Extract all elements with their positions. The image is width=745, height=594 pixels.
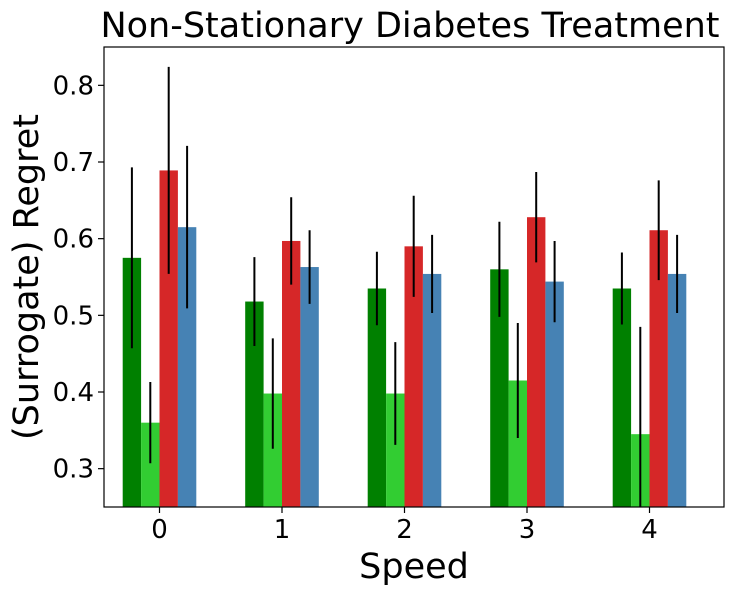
x-axis: 0 1 2 3 4 (151, 507, 658, 545)
x-tick-label: 4 (641, 515, 658, 545)
error-bars-layer (130, 66, 679, 507)
bar-series-1-cat-0 (122, 257, 142, 507)
bar-series-4-cat-4 (667, 273, 687, 507)
bar-series-4-cat-3 (545, 281, 564, 507)
x-tick-label: 2 (396, 515, 413, 545)
bar-series-1-cat-2 (367, 288, 387, 507)
y-tick-label: 0.7 (53, 148, 94, 178)
bar-series-3-cat-4 (649, 230, 668, 507)
y-tick-label: 0.6 (53, 225, 94, 255)
bars-layer (122, 170, 687, 508)
bar-series-3-cat-3 (527, 217, 546, 507)
bar-series-2-cat-0 (141, 422, 160, 507)
bar-series-4-cat-0 (177, 227, 197, 507)
bar-series-1-cat-1 (245, 301, 264, 507)
x-tick-label: 1 (274, 515, 291, 545)
bar-series-1-cat-3 (490, 269, 509, 507)
y-axis: 0.3 0.4 0.5 0.6 0.7 0.8 (53, 71, 104, 485)
bar-series-3-cat-1 (282, 240, 301, 507)
bar-series-2-cat-2 (386, 393, 405, 507)
bar-series-4-cat-1 (300, 267, 319, 507)
y-tick-label: 0.8 (53, 71, 94, 101)
bar-series-2-cat-3 (508, 380, 527, 507)
chart-title: Non-Stationary Diabetes Treatment (100, 6, 719, 46)
bar-series-2-cat-1 (263, 393, 282, 507)
plot-frame (103, 46, 725, 508)
y-tick-label: 0.5 (53, 301, 94, 331)
y-tick-label: 0.4 (53, 378, 94, 408)
x-tick-label: 0 (151, 515, 168, 545)
bar-series-3-cat-0 (159, 170, 178, 507)
y-tick-label: 0.3 (53, 455, 94, 485)
x-axis-label: Speed (359, 547, 469, 587)
bar-series-1-cat-4 (612, 288, 632, 507)
x-tick-label: 3 (519, 515, 536, 545)
bar-series-4-cat-2 (422, 273, 442, 507)
y-axis-label: (Surrogate) Regret (7, 114, 47, 440)
bar-series-3-cat-2 (404, 246, 423, 508)
